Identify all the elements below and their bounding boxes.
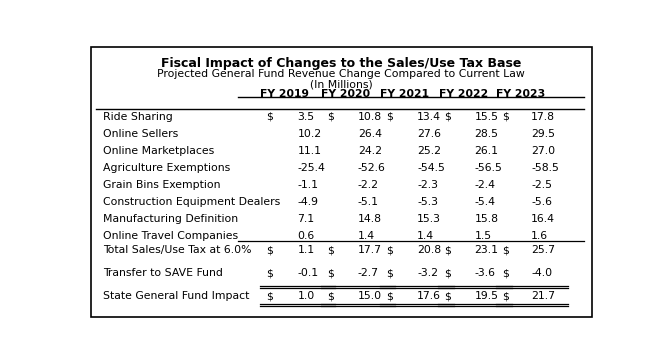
- Text: 17.6: 17.6: [417, 291, 441, 301]
- Text: $: $: [386, 268, 393, 278]
- Text: 23.1: 23.1: [474, 245, 498, 256]
- Text: $: $: [386, 291, 393, 301]
- Text: -2.4: -2.4: [474, 180, 496, 190]
- Text: -56.5: -56.5: [474, 163, 502, 173]
- Text: 17.7: 17.7: [358, 245, 382, 256]
- Text: 27.0: 27.0: [531, 146, 555, 156]
- Text: $: $: [444, 268, 452, 278]
- Text: 25.2: 25.2: [417, 146, 441, 156]
- Text: -25.4: -25.4: [298, 163, 325, 173]
- Text: 1.1: 1.1: [298, 245, 314, 256]
- Text: $: $: [266, 291, 273, 301]
- Text: 19.5: 19.5: [474, 291, 498, 301]
- Text: State General Fund Impact: State General Fund Impact: [103, 291, 249, 301]
- Text: 13.4: 13.4: [417, 112, 441, 122]
- Text: 15.0: 15.0: [358, 291, 382, 301]
- Text: -58.5: -58.5: [531, 163, 559, 173]
- Text: Online Travel Companies: Online Travel Companies: [103, 231, 238, 241]
- Text: FY 2022: FY 2022: [438, 89, 488, 99]
- Text: -5.4: -5.4: [474, 197, 496, 207]
- Text: $: $: [386, 245, 393, 256]
- Text: -0.1: -0.1: [298, 268, 318, 278]
- Text: Grain Bins Exemption: Grain Bins Exemption: [103, 180, 220, 190]
- Text: 1.6: 1.6: [531, 231, 548, 241]
- Text: 14.8: 14.8: [358, 214, 382, 224]
- Text: 21.7: 21.7: [531, 291, 555, 301]
- Text: $: $: [502, 268, 509, 278]
- Text: $: $: [266, 268, 273, 278]
- Text: (In Millions): (In Millions): [310, 79, 373, 90]
- Text: 0.6: 0.6: [298, 231, 315, 241]
- Text: $: $: [266, 112, 273, 122]
- Text: 24.2: 24.2: [358, 146, 382, 156]
- Text: -4.9: -4.9: [298, 197, 318, 207]
- Text: 26.4: 26.4: [358, 129, 382, 139]
- Text: 15.8: 15.8: [474, 214, 498, 224]
- Text: Manufacturing Definition: Manufacturing Definition: [103, 214, 238, 224]
- Text: 1.4: 1.4: [417, 231, 434, 241]
- Text: FY 2020: FY 2020: [321, 89, 370, 99]
- Text: Total Sales/Use Tax at 6.0%: Total Sales/Use Tax at 6.0%: [103, 245, 251, 256]
- Text: $: $: [444, 112, 452, 122]
- Text: 16.4: 16.4: [531, 214, 555, 224]
- Text: $: $: [444, 291, 452, 301]
- Text: FY 2023: FY 2023: [496, 89, 545, 99]
- Text: -5.1: -5.1: [358, 197, 379, 207]
- Text: 3.5: 3.5: [298, 112, 314, 122]
- Text: -3.2: -3.2: [417, 268, 438, 278]
- Text: 1.4: 1.4: [358, 231, 375, 241]
- Text: -3.6: -3.6: [474, 268, 496, 278]
- Text: Fiscal Impact of Changes to the Sales/Use Tax Base: Fiscal Impact of Changes to the Sales/Us…: [161, 57, 521, 70]
- Text: $: $: [444, 245, 452, 256]
- Text: -2.5: -2.5: [531, 180, 552, 190]
- Text: Ride Sharing: Ride Sharing: [103, 112, 172, 122]
- Text: 27.6: 27.6: [417, 129, 441, 139]
- Text: -5.6: -5.6: [531, 197, 552, 207]
- Text: $: $: [327, 291, 334, 301]
- Text: -4.0: -4.0: [531, 268, 552, 278]
- Text: -5.3: -5.3: [417, 197, 438, 207]
- Text: 1.0: 1.0: [298, 291, 315, 301]
- Text: 15.5: 15.5: [474, 112, 498, 122]
- Text: 1.5: 1.5: [474, 231, 492, 241]
- Text: 28.5: 28.5: [474, 129, 498, 139]
- Text: $: $: [502, 112, 509, 122]
- Text: 25.7: 25.7: [531, 245, 555, 256]
- Text: 11.1: 11.1: [298, 146, 322, 156]
- Text: $: $: [327, 268, 334, 278]
- Text: 15.3: 15.3: [417, 214, 441, 224]
- Text: 10.2: 10.2: [298, 129, 322, 139]
- Text: 7.1: 7.1: [298, 214, 314, 224]
- Text: 29.5: 29.5: [531, 129, 555, 139]
- Text: -52.6: -52.6: [358, 163, 386, 173]
- Text: $: $: [386, 112, 393, 122]
- Text: Online Sellers: Online Sellers: [103, 129, 178, 139]
- Text: 10.8: 10.8: [358, 112, 382, 122]
- Text: Construction Equipment Dealers: Construction Equipment Dealers: [103, 197, 280, 207]
- Text: -54.5: -54.5: [417, 163, 445, 173]
- Text: -1.1: -1.1: [298, 180, 318, 190]
- Text: $: $: [502, 291, 509, 301]
- Text: $: $: [327, 112, 334, 122]
- Text: Agriculture Exemptions: Agriculture Exemptions: [103, 163, 230, 173]
- Text: $: $: [266, 245, 273, 256]
- Text: FY 2021: FY 2021: [380, 89, 430, 99]
- Text: Online Marketplaces: Online Marketplaces: [103, 146, 214, 156]
- Text: Projected General Fund Revenue Change Compared to Current Law: Projected General Fund Revenue Change Co…: [157, 69, 525, 79]
- Text: 20.8: 20.8: [417, 245, 442, 256]
- Text: Transfer to SAVE Fund: Transfer to SAVE Fund: [103, 268, 222, 278]
- FancyBboxPatch shape: [91, 48, 591, 317]
- Text: 17.8: 17.8: [531, 112, 555, 122]
- Text: -2.3: -2.3: [417, 180, 438, 190]
- Text: -2.2: -2.2: [358, 180, 379, 190]
- Text: 26.1: 26.1: [474, 146, 498, 156]
- Text: FY 2019: FY 2019: [260, 89, 309, 99]
- Text: $: $: [502, 245, 509, 256]
- Text: $: $: [327, 245, 334, 256]
- Text: -2.7: -2.7: [358, 268, 379, 278]
